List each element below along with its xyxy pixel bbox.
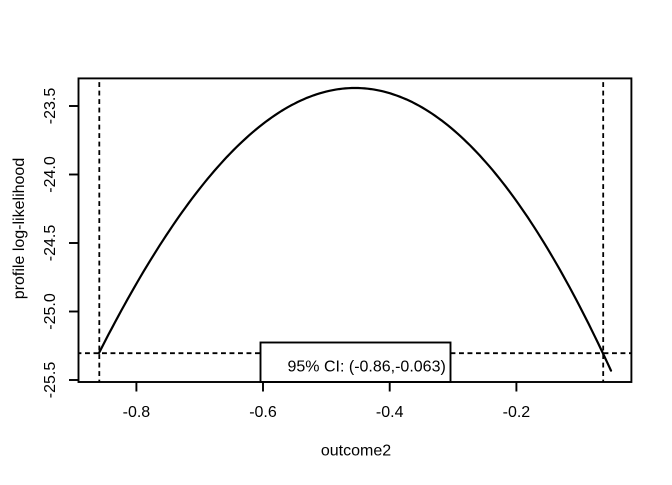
svg-text:-0.8: -0.8 [123,404,151,421]
svg-text:-23.5: -23.5 [42,88,59,125]
svg-text:outcome2: outcome2 [321,443,391,460]
svg-text:95% CI: (-0.86,-0.063): 95% CI: (-0.86,-0.063) [288,358,446,375]
svg-text:-24.0: -24.0 [42,156,59,193]
svg-text:-25.5: -25.5 [42,362,59,399]
svg-text:-25.0: -25.0 [42,293,59,330]
svg-text:-0.6: -0.6 [249,404,277,421]
svg-text:-0.4: -0.4 [376,404,404,421]
svg-text:-0.2: -0.2 [503,404,531,421]
svg-text:-24.5: -24.5 [42,225,59,262]
svg-text:profile log-likelihood: profile log-likelihood [11,158,28,299]
